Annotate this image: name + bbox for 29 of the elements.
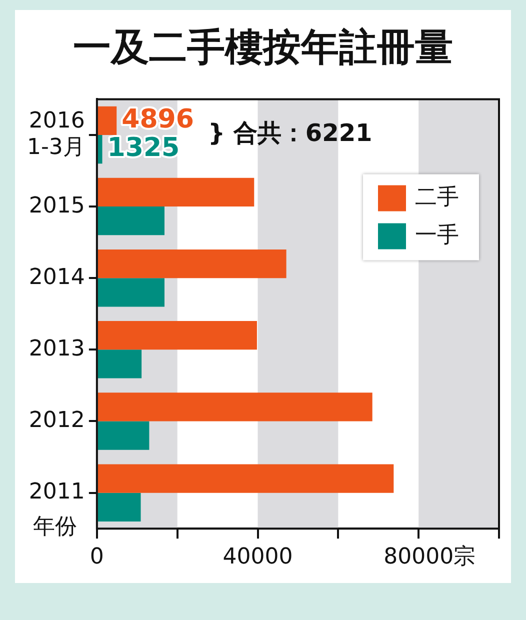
y-axis-title: 年份: [33, 514, 77, 540]
bar: [98, 392, 372, 422]
data-label: 1325: [107, 133, 180, 164]
y-tick-label: 2015: [28, 193, 85, 218]
y-tick-label: 2013: [28, 336, 85, 362]
bar: [98, 421, 150, 450]
x-tick-label: 0: [90, 544, 104, 570]
bar: [98, 178, 254, 207]
bar: [98, 492, 141, 522]
bar: [98, 134, 102, 164]
bar: [98, 206, 164, 236]
y-tick-label: 2012: [28, 408, 85, 433]
x-axis-title: 宗: [454, 544, 476, 570]
bar: [98, 464, 394, 493]
bar: [98, 350, 142, 378]
x-tick-label: 40000: [222, 544, 293, 570]
x-tick-label: 80000: [384, 544, 454, 570]
y-tick-label: 2016 1-3月: [26, 108, 85, 160]
bar: [98, 249, 286, 278]
chart-title: 一及二手樓按年註冊量: [72, 24, 454, 71]
bar: [98, 106, 117, 135]
data-label: 4896: [122, 104, 194, 134]
legend-label: 二手: [415, 184, 459, 210]
bar: [98, 321, 257, 350]
annotation: } 合共：6221: [208, 119, 372, 148]
y-tick-label: 2014: [28, 264, 85, 290]
legend-label: 一手: [415, 222, 459, 248]
y-tick-label: 2011: [28, 480, 85, 505]
bar: [98, 278, 164, 307]
